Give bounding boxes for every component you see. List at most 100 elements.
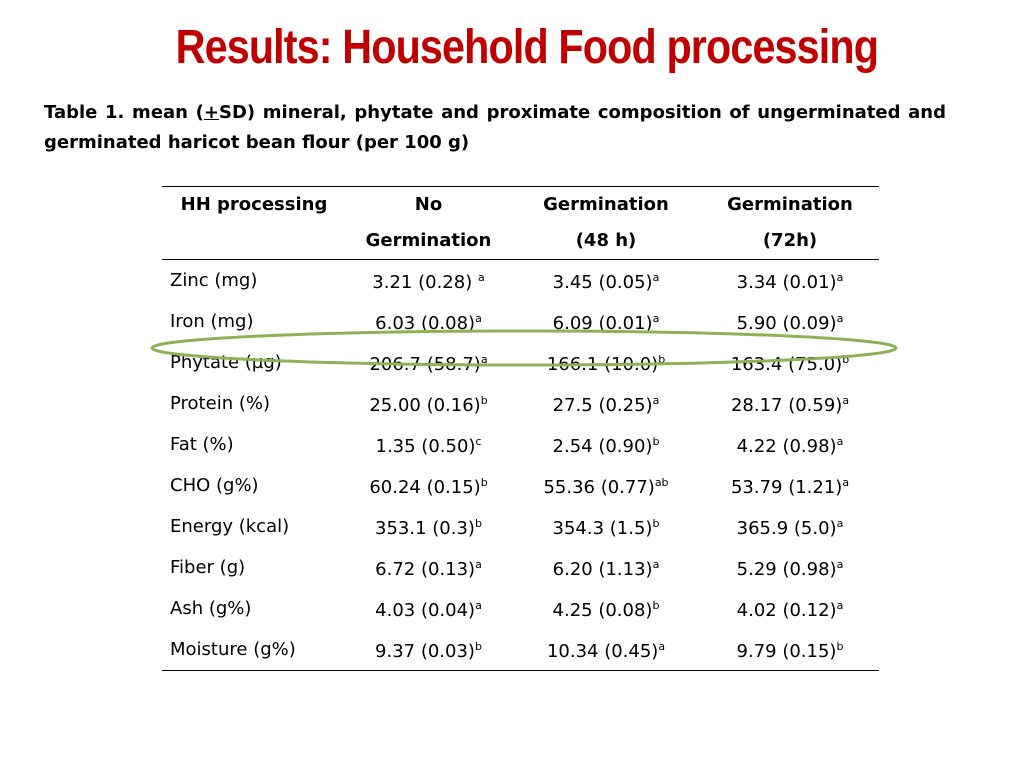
- cell-value: 53.79 (1.21): [730, 477, 843, 498]
- significance-letter: c: [475, 435, 482, 448]
- cell-value: 4.25 (0.08): [552, 600, 653, 621]
- table-row: CHO (g%) 60.24 (0.15)b 55.36 (0.77)ab 53.79…: [162, 465, 879, 506]
- table-cell: 6.03 (0.08)a: [346, 301, 511, 342]
- table-cell: 3.45 (0.05)a: [511, 260, 701, 302]
- table-cell: 60.24 (0.15)b: [346, 465, 511, 506]
- table-cell: 206.7 (58.7)a: [346, 342, 511, 383]
- row-label: Fiber (g): [170, 556, 246, 578]
- cell-value: 3.34 (0.01): [736, 272, 837, 293]
- significance-letter: b: [474, 640, 482, 653]
- table-cell: 4.03 (0.04)a: [346, 588, 511, 629]
- table-cell: 55.36 (0.77)ab: [511, 465, 701, 506]
- table-row: Fiber (g) 6.72 (0.13)a 6.20 (1.13)a 5.29 (0…: [162, 547, 879, 588]
- table-cell: 163.4 (75.0)b: [701, 342, 879, 383]
- significance-letter: b: [480, 394, 488, 407]
- significance-letter: b: [836, 640, 844, 653]
- table-row: Iron (mg) 6.03 (0.08)a 6.09 (0.01)a 5.90 (0…: [162, 301, 879, 342]
- header-germination-72h: Germination (72h): [701, 186, 879, 260]
- significance-letter: a: [836, 517, 844, 530]
- significance-letter: a: [480, 353, 488, 366]
- table-cell: 1.35 (0.50)c: [346, 424, 511, 465]
- table-cell: 4.22 (0.98)a: [701, 424, 879, 465]
- table-row: Protein (%) 25.00 (0.16)b 27.5 (0.25)a 28.1…: [162, 383, 879, 424]
- cell-value: 4.22 (0.98): [736, 436, 837, 457]
- cell-value: 6.20 (1.13): [552, 559, 653, 580]
- table-cell: 2.54 (0.90)b: [511, 424, 701, 465]
- significance-letter: a: [842, 394, 850, 407]
- significance-letter: b: [652, 517, 660, 530]
- cell-value: 4.02 (0.12): [736, 600, 837, 621]
- row-label: Phytate (µg): [170, 351, 282, 373]
- significance-letter: b: [480, 476, 488, 489]
- cell-value: 25.00 (0.16): [369, 395, 481, 416]
- table-cell: 353.1 (0.3)b: [346, 506, 511, 547]
- significance-letter: a: [652, 271, 660, 284]
- significance-letter: a: [652, 558, 660, 571]
- significance-letter: a: [658, 640, 666, 653]
- table-row: Moisture (g%) 9.37 (0.03)b 10.34 (0.45)a 9.…: [162, 629, 879, 671]
- cell-value: 353.1 (0.3): [375, 518, 475, 539]
- table-cell: 354.3 (1.5)b: [511, 506, 701, 547]
- composition-table: HH processing No Germination Germination…: [162, 186, 879, 671]
- cell-value: 9.37 (0.03): [375, 641, 475, 662]
- cell-value: 60.24 (0.15): [369, 477, 481, 498]
- cell-value: 2.54 (0.90): [552, 436, 653, 457]
- table-cell: 4.02 (0.12)a: [701, 588, 879, 629]
- cell-value: 163.4 (75.0): [730, 354, 843, 375]
- significance-letter: a: [475, 558, 482, 571]
- significance-letter: b: [474, 517, 482, 530]
- significance-letter: a: [477, 271, 485, 284]
- cell-value: 6.09 (0.01): [552, 313, 653, 334]
- table-cell: 6.09 (0.01)a: [511, 301, 701, 342]
- table-row: Energy (kcal) 353.1 (0.3)b 354.3 (1.5)b 365…: [162, 506, 879, 547]
- table-cell: 27.5 (0.25)a: [511, 383, 701, 424]
- header-germination-48h: Germination (48 h): [511, 186, 701, 260]
- significance-letter: b: [652, 435, 660, 448]
- cell-value: 3.45 (0.05): [552, 272, 653, 293]
- row-label: Fat (%): [170, 433, 234, 455]
- significance-letter: a: [652, 312, 660, 325]
- row-label: CHO (g%): [170, 474, 259, 496]
- significance-letter: a: [842, 476, 850, 489]
- table-cell: 5.29 (0.98)a: [701, 547, 879, 588]
- significance-letter: a: [836, 558, 844, 571]
- cell-value: 5.90 (0.09): [736, 313, 837, 334]
- row-label: Protein (%): [170, 392, 270, 414]
- significance-letter: b: [658, 353, 666, 366]
- table-cell: 10.34 (0.45)a: [511, 629, 701, 671]
- table-header-row: HH processing No Germination Germination…: [162, 186, 879, 260]
- header-hh-processing: HH processing: [162, 186, 346, 260]
- cell-value: 5.29 (0.98): [736, 559, 837, 580]
- table-cell: 3.21 (0.28) a: [346, 260, 511, 302]
- row-label: Zinc (mg): [170, 269, 258, 291]
- cell-value: 28.17 (0.59): [730, 395, 843, 416]
- table-cell: 3.34 (0.01)a: [701, 260, 879, 302]
- significance-letter: a: [652, 394, 660, 407]
- cell-value: 4.03 (0.04): [375, 600, 476, 621]
- table-cell: 9.79 (0.15)b: [701, 629, 879, 671]
- header-no-germination: No Germination: [346, 186, 511, 260]
- significance-letter: ab: [654, 476, 669, 489]
- cell-value: 10.34 (0.45): [546, 641, 659, 662]
- cell-value: 27.5 (0.25): [552, 395, 653, 416]
- caption-part2: SD) mineral, phytate and proximate compo…: [44, 102, 946, 153]
- significance-letter: b: [652, 599, 660, 612]
- table-cell: 28.17 (0.59)a: [701, 383, 879, 424]
- cell-value: 6.03 (0.08): [375, 313, 476, 334]
- significance-letter: a: [836, 435, 844, 448]
- cell-value: 3.21 (0.28): [372, 272, 478, 293]
- table-row: Ash (g%) 4.03 (0.04)a 4.25 (0.08)b 4.02 (0.…: [162, 588, 879, 629]
- table-cell: 4.25 (0.08)b: [511, 588, 701, 629]
- cell-value: 1.35 (0.50): [375, 436, 476, 457]
- table-cell: 365.9 (5.0)a: [701, 506, 879, 547]
- significance-letter: b: [842, 353, 850, 366]
- table-cell: 5.90 (0.09)a: [701, 301, 879, 342]
- table-cell: 6.72 (0.13)a: [346, 547, 511, 588]
- cell-value: 6.72 (0.13): [375, 559, 476, 580]
- table-cell: 6.20 (1.13)a: [511, 547, 701, 588]
- table-cell: 9.37 (0.03)b: [346, 629, 511, 671]
- cell-value: 166.1 (10.0): [546, 354, 659, 375]
- significance-letter: a: [475, 599, 482, 612]
- table-row: Phytate (µg) 206.7 (58.7)a 166.1 (10.0)b 16…: [162, 342, 879, 383]
